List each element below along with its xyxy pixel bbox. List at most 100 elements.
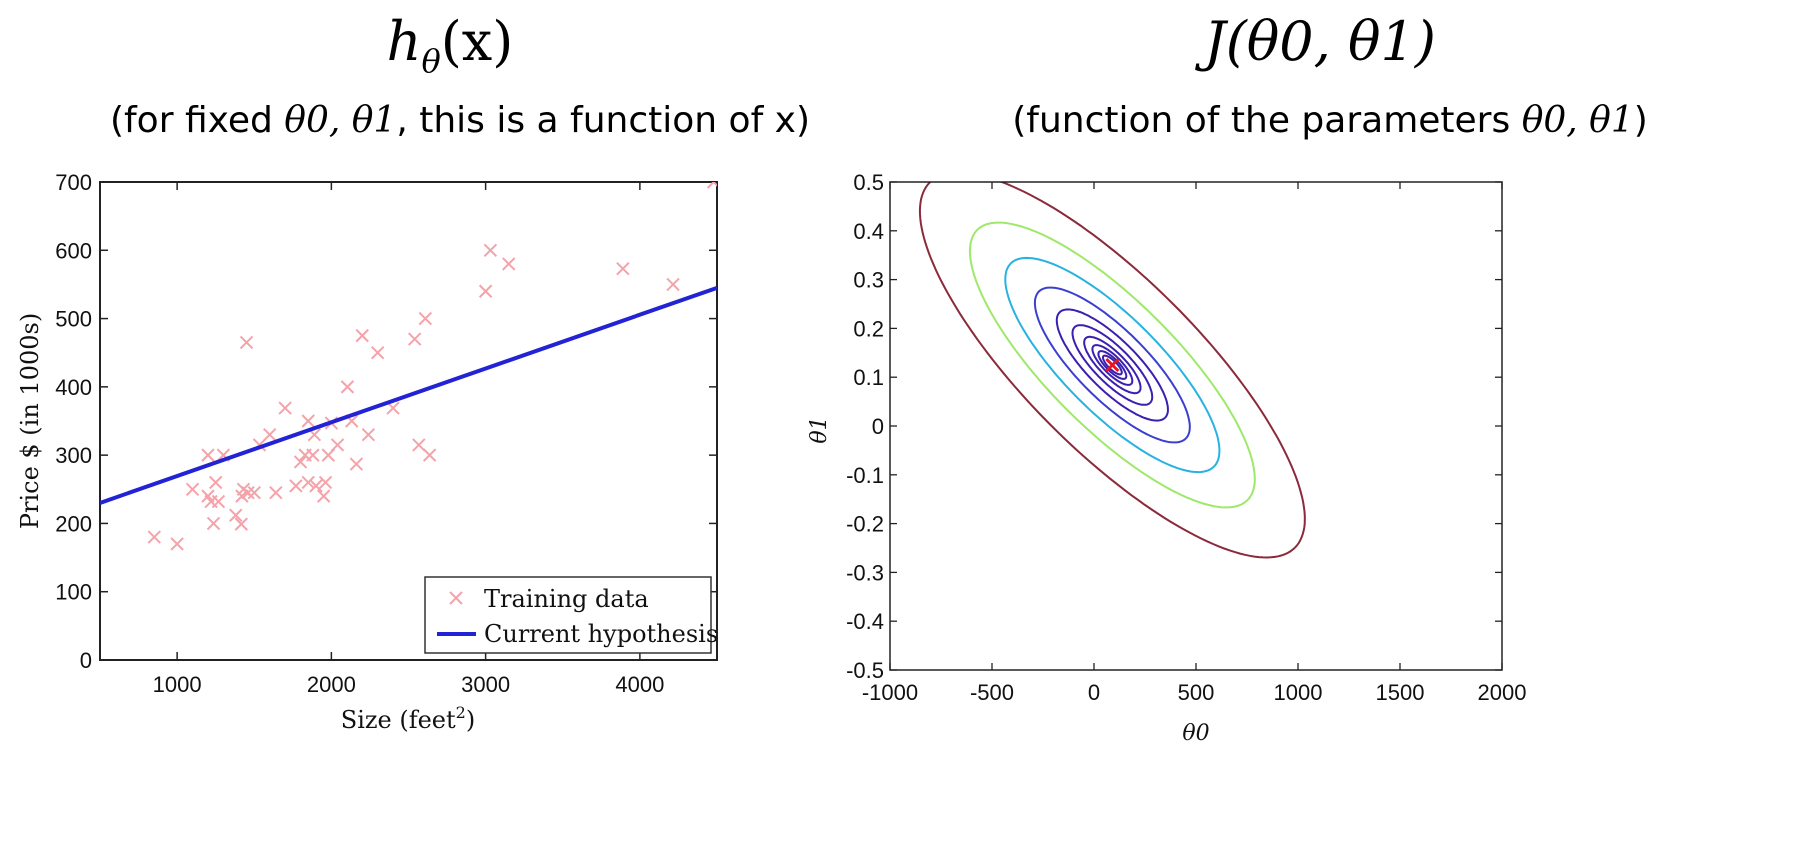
contour-chart: -0.5 -0.4 -0.3 -0.2 -0.1 0 0.1 0.2 0.3 0.4 0.5 -100… [807,170,1526,746]
theta0-tick-label: 1000 [1274,680,1323,705]
training-point [407,332,422,346]
training-point [478,284,493,298]
training-point [418,311,433,326]
training-point [318,475,333,490]
training-point [483,243,498,257]
x-axis-label-main: Size (feet [341,706,456,734]
training-point [229,508,243,522]
training-point [185,482,200,496]
training-point [289,479,303,493]
x-tick-label: 4000 [615,672,664,697]
minimum-marker [1105,357,1120,373]
training-point [206,516,221,531]
left-title-argument: (x) [440,10,514,73]
contour-line [1055,308,1169,422]
training-point [412,438,426,452]
training-point [234,517,249,531]
left-title-h: h [386,10,422,73]
theta0-tick-label: 0 [1088,680,1100,705]
training-point [201,448,215,462]
theta1-tick-label: 0.1 [853,365,884,390]
training-point [666,277,680,292]
right-title: J(θ0, θ1) [1204,10,1436,73]
right-subtitle-post: ) [1633,100,1648,141]
theta0-tick-label: -1000 [862,680,918,705]
training-point [241,485,255,500]
theta0-axis-label: θ0 [1182,721,1209,746]
training-point [340,380,355,394]
theta1-axis-label: θ1 [807,416,832,443]
training-point [293,455,308,469]
right-subtitle-params: θ0, θ1 [1521,100,1634,141]
theta1-tick-label: -0.5 [846,658,884,683]
training-point [247,485,261,500]
contour-line [1102,354,1124,376]
y-tick-label: 300 [55,443,92,468]
left-subtitle-pre: (for fixed [109,100,285,141]
theta0-tick-label: 1500 [1376,680,1425,705]
scatter-chart: 0 100 200 300 400 500 600 700 1000 2000 3000 4000 P… [16,170,718,734]
training-point [370,346,385,360]
training-point [330,438,345,452]
y-tick-label: 200 [55,511,92,536]
theta1-tick-label: 0.5 [853,170,884,195]
contour-line [968,221,1256,509]
y-tick-label: 500 [55,307,92,332]
legend-x-marker [449,591,463,605]
hypothesis-line [100,285,717,505]
theta1-tick-label: -0.4 [846,609,884,634]
contour-line [1091,344,1134,386]
left-subtitle-params: θ0, θ1 [284,100,397,141]
training-point [706,182,717,189]
training-point [502,257,516,271]
y-tick-label: 400 [55,375,92,400]
training-point [309,479,323,493]
right-subtitle-pre: (function of the parameters [1012,100,1522,141]
theta1-tick-label: -0.3 [846,560,884,585]
legend-label-hypothesis: Current hypothesis [484,620,718,648]
training-point [170,537,184,551]
training-point [361,427,376,442]
theta0-tick-label: 500 [1178,680,1215,705]
legend: Training data Current hypothesis [424,576,718,654]
theta0-tick-label: 2000 [1478,680,1527,705]
training-point [208,475,223,490]
x-axis-label: Size (feet2) [341,703,475,734]
y-axis-label: Price $ (in 1000s) [16,313,44,529]
training-point [269,485,283,500]
training-point [301,414,315,428]
contour-line [1033,286,1191,444]
training-point [301,475,315,490]
y-tick-label: 600 [55,238,92,263]
contour-line [1071,324,1154,406]
theta0-tick-label: -500 [970,680,1014,705]
contour-plot-frame [889,181,1503,671]
x-axis-label-close: ) [466,706,475,734]
left-subtitle-post: , this is a function of x) [396,100,811,141]
training-point [147,530,162,544]
training-point [211,494,226,509]
training-point [239,335,254,350]
training-point [616,262,630,276]
theta1-tick-label: 0 [872,414,884,439]
left-subtitle: (for fixed θ0, θ1, this is a function of… [80,100,840,141]
contour-line [1004,256,1221,474]
legend-box [424,576,712,654]
training-point [278,401,292,415]
x-axis-label-superscript: 2 [456,703,466,722]
legend-label-training: Training data [484,585,649,613]
scatter-plot-frame [99,181,718,661]
theta1-tick-label: -0.2 [846,512,884,537]
training-point [316,489,331,503]
left-title-subscript: θ [421,41,441,80]
y-tick-label: 700 [55,170,92,195]
x-tick-label: 2000 [307,672,356,697]
y-tick-label: 100 [55,580,92,605]
contour-line [1097,350,1128,380]
theta1-tick-label: -0.1 [846,463,884,488]
training-point [422,448,437,462]
training-point [262,427,277,442]
x-tick-label: 3000 [461,672,510,697]
training-point [306,448,320,462]
